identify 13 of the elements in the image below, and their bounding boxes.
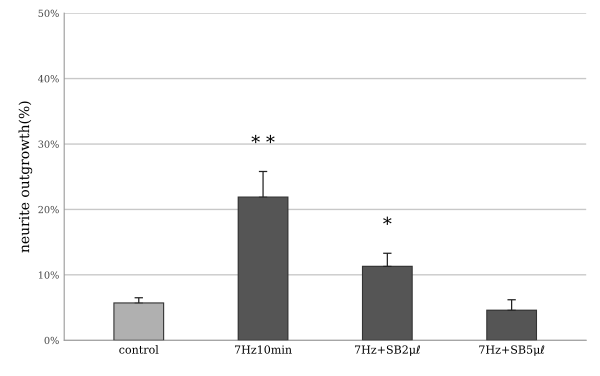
annotation: * xyxy=(383,216,392,225)
y-tick-label: 50% xyxy=(38,10,59,17)
x-tick-label: 7Hz10min xyxy=(234,345,292,354)
y-tick-label: 20% xyxy=(38,206,59,214)
y-tick-label: 0% xyxy=(44,336,59,344)
x-tick-label: 7Hz+SB2μℓ xyxy=(354,345,420,356)
y-tick-label: 30% xyxy=(38,140,59,148)
x-tick-label: 7Hz+SB5μℓ xyxy=(479,345,544,356)
annotation: * * xyxy=(251,134,275,144)
y-axis-title: neurite outgrowth(%) xyxy=(18,102,32,253)
y-tick-label: 10% xyxy=(38,271,59,279)
x-tick-label: control xyxy=(119,345,158,354)
y-tick-label: 40% xyxy=(38,75,59,82)
